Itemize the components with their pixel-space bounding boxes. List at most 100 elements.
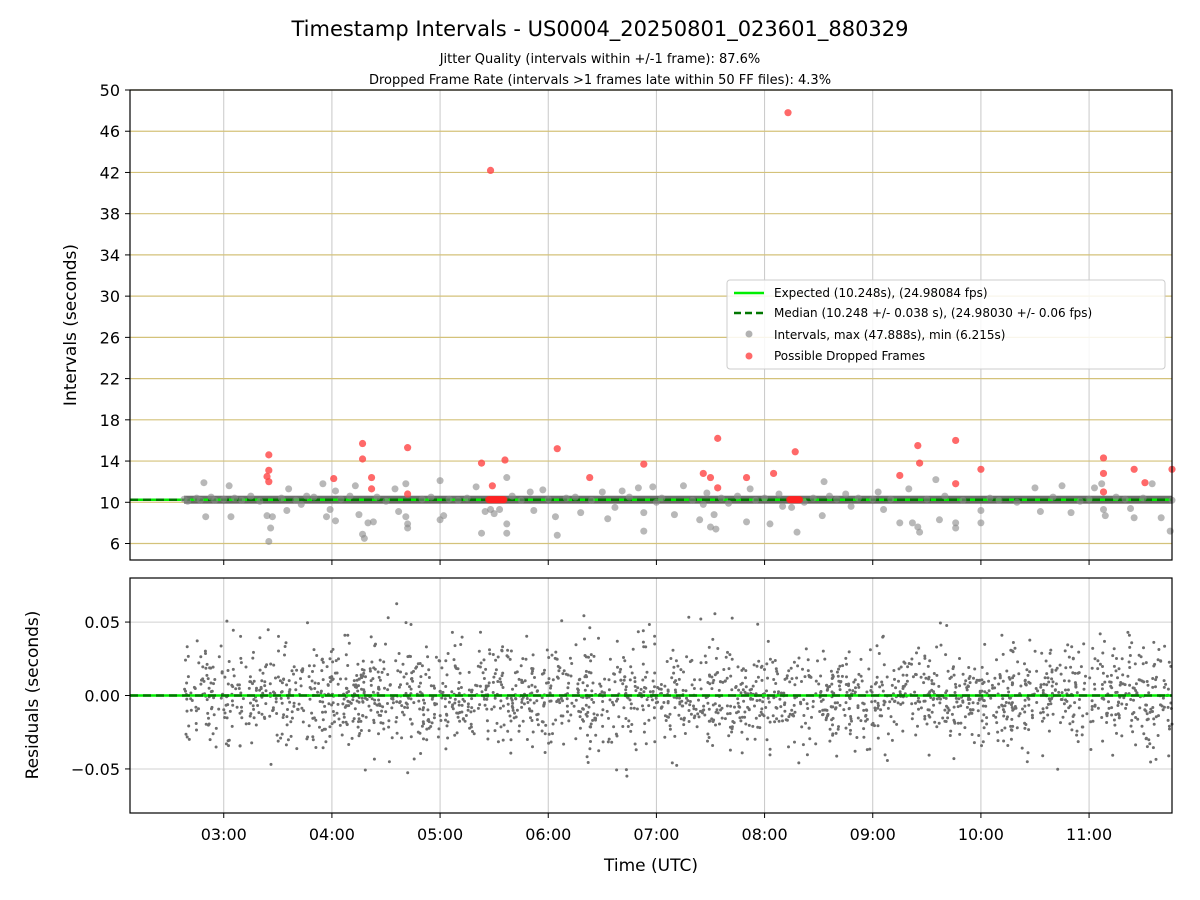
residual-point	[714, 723, 717, 727]
residual-point	[1161, 696, 1165, 700]
residual-point	[772, 696, 776, 700]
residual-point	[261, 671, 265, 675]
residual-point	[1051, 712, 1055, 716]
residual-point	[289, 734, 293, 738]
residual-point	[551, 722, 555, 726]
residual-point	[206, 723, 210, 727]
residual-point	[459, 643, 463, 646]
residual-point	[994, 715, 998, 719]
residual-point	[328, 725, 332, 729]
interval-point	[184, 497, 192, 505]
residual-point	[610, 700, 614, 704]
residual-point	[446, 652, 450, 655]
residual-point	[1003, 704, 1007, 708]
interval-point	[326, 505, 334, 513]
residual-point	[981, 740, 985, 744]
residual-point	[324, 740, 328, 744]
residual-point	[642, 690, 646, 694]
residual-point	[1010, 717, 1014, 721]
interval-point	[649, 483, 657, 491]
residual-point	[816, 659, 819, 663]
residual-point	[259, 685, 263, 689]
residual-point	[771, 714, 775, 718]
interval-point	[743, 518, 751, 526]
residual-point	[590, 698, 594, 701]
residual-point	[252, 698, 256, 701]
residual-point	[995, 721, 999, 725]
residual-point	[341, 720, 345, 724]
residual-point	[1045, 672, 1049, 676]
residual-point	[998, 674, 1002, 678]
residual-point	[464, 714, 468, 717]
residual-point	[578, 677, 582, 681]
residual-point	[509, 738, 513, 742]
interval-point	[652, 498, 660, 506]
residual-point	[518, 724, 521, 728]
residual-point	[547, 732, 551, 736]
residual-point	[283, 645, 287, 648]
interval-point	[395, 508, 403, 516]
residual-point	[1060, 691, 1064, 695]
residual-point	[327, 702, 331, 706]
residual-point	[1000, 703, 1004, 707]
residual-point	[1071, 671, 1075, 675]
interval-point	[544, 495, 552, 503]
residual-point	[1098, 662, 1102, 666]
residual-point	[275, 733, 279, 737]
residual-point	[626, 696, 630, 700]
residual-point	[861, 701, 865, 705]
residual-point	[1050, 697, 1054, 701]
residual-point	[582, 614, 586, 618]
residual-point	[878, 714, 882, 718]
residual-point	[269, 662, 273, 666]
residual-point	[310, 711, 314, 715]
residual-point	[247, 686, 251, 690]
residual-point	[384, 710, 388, 714]
residual-point	[622, 706, 626, 710]
residual-point	[581, 681, 585, 685]
residual-point	[1161, 708, 1165, 712]
residual-point	[550, 653, 554, 657]
residual-point	[1144, 737, 1148, 741]
residual-point	[1139, 655, 1143, 659]
residual-point	[557, 698, 561, 702]
residual-point	[724, 655, 728, 659]
residual-point	[768, 747, 772, 751]
residual-point	[402, 713, 406, 717]
residual-point	[1102, 697, 1106, 701]
residual-point	[470, 706, 474, 710]
residual-point	[400, 736, 404, 740]
residual-point	[409, 687, 413, 691]
residual-point	[711, 681, 715, 685]
residual-point	[698, 678, 702, 682]
residual-point	[357, 684, 360, 688]
residual-point	[1015, 726, 1019, 730]
interval-point	[196, 496, 204, 504]
interval-point	[679, 482, 687, 490]
residual-point	[287, 679, 291, 683]
residual-point	[1112, 664, 1116, 668]
residual-point	[1090, 666, 1094, 670]
residual-point	[1113, 723, 1117, 727]
residual-point	[459, 686, 463, 689]
residual-point	[958, 657, 961, 660]
residual-point	[395, 700, 399, 704]
dropped-frame-point	[265, 478, 273, 486]
residual-point	[505, 696, 509, 700]
residual-point	[648, 690, 652, 694]
residual-point	[587, 705, 591, 709]
residual-point	[753, 737, 757, 741]
residual-point	[231, 703, 235, 707]
residual-point	[443, 697, 447, 701]
interval-point	[256, 497, 264, 505]
residual-point	[808, 737, 812, 741]
residual-point	[1039, 685, 1043, 689]
residual-point	[1111, 654, 1115, 658]
residual-point	[352, 683, 356, 687]
residual-point	[674, 659, 678, 663]
residual-point	[601, 708, 605, 712]
interval-point	[734, 492, 742, 500]
residual-point	[336, 702, 340, 706]
residual-point	[408, 685, 411, 689]
residual-point	[185, 709, 189, 713]
